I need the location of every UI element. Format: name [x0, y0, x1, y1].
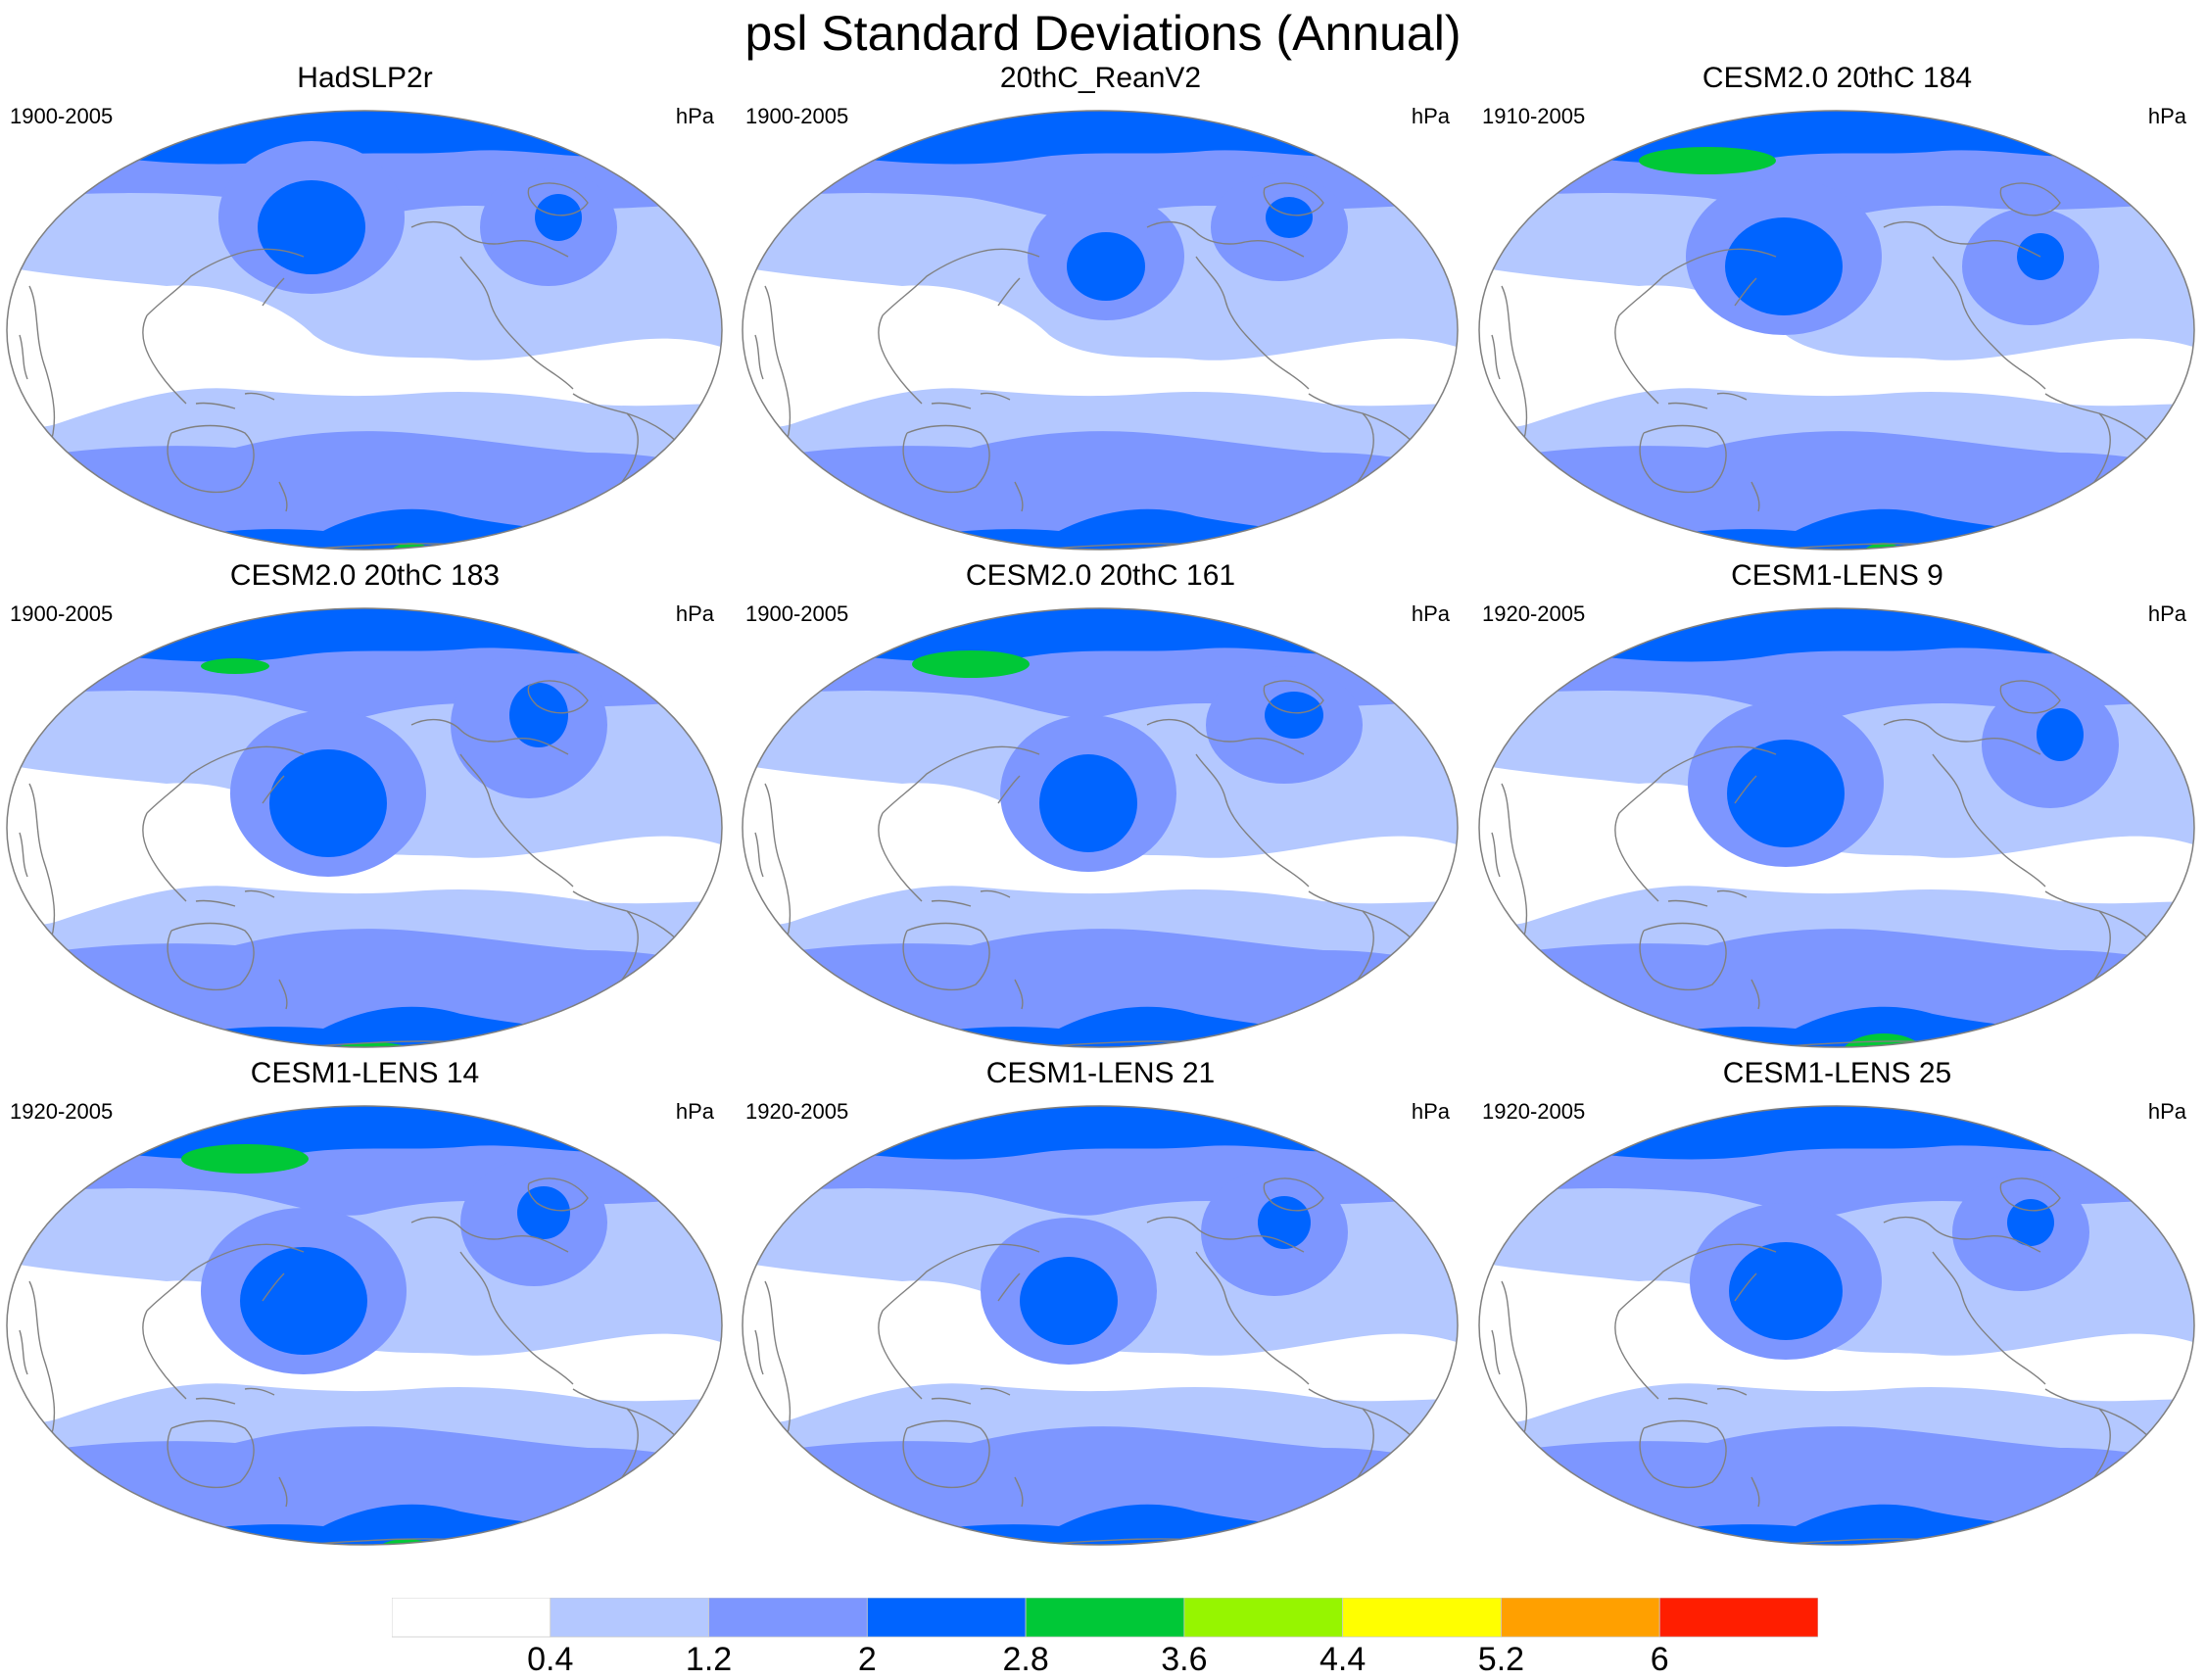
map-border	[742, 1105, 1459, 1546]
colorbar-box	[866, 1598, 1027, 1638]
map-border	[1478, 110, 2195, 551]
map-panel: CESM2.0 20thC 184 1910-2005 hPa	[1472, 61, 2202, 560]
colorbar-box	[1183, 1598, 1344, 1638]
colorbar-tick-label: 2	[857, 1641, 877, 1678]
panel-period: 1920-2005	[1482, 601, 1586, 626]
colorbar-box	[1658, 1598, 1818, 1638]
colorbar-tick-label: 1.2	[685, 1641, 733, 1678]
robinson-map	[6, 110, 723, 551]
robinson-map	[742, 1105, 1459, 1546]
robinson-map	[742, 607, 1459, 1048]
colorbar	[392, 1598, 1818, 1638]
colorbar-tick-label: 2.8	[1002, 1641, 1049, 1678]
colorbar-tick-label: 5.2	[1477, 1641, 1525, 1678]
map-border	[1478, 607, 2195, 1048]
panel-title: CESM2.0 20thC 184	[1702, 62, 1973, 94]
panel-period: 1920-2005	[1482, 1099, 1586, 1124]
colorbar-box	[1342, 1598, 1502, 1638]
colorbar-tick-label: 0.4	[527, 1641, 574, 1678]
panel-title: 20thC_ReanV2	[999, 62, 1202, 94]
panel-unit: hPa	[2147, 1099, 2186, 1124]
panel-title: CESM1-LENS 14	[250, 1057, 480, 1089]
robinson-map	[6, 1105, 723, 1546]
map-panel: CESM1-LENS 14 1920-2005 hPa	[0, 1056, 730, 1556]
colorbar-box	[1501, 1598, 1660, 1638]
panel-unit: hPa	[2147, 601, 2186, 626]
map-panel: CESM1-LENS 21 1920-2005 hPa	[736, 1056, 1465, 1556]
panel-title: CESM2.0 20thC 161	[965, 559, 1236, 592]
coastlines	[19, 680, 687, 1047]
panel-title: CESM1-LENS 21	[985, 1057, 1216, 1089]
panel-period: 1900-2005	[745, 601, 849, 626]
panel-period: 1900-2005	[10, 601, 114, 626]
colorbar-box	[550, 1598, 709, 1638]
panel-title: CESM2.0 20thC 183	[229, 559, 501, 592]
map-panel: 20thC_ReanV2 1900-2005 hPa	[736, 61, 1465, 560]
colorbar-box	[1025, 1598, 1185, 1638]
robinson-map	[1478, 1105, 2195, 1546]
panel-period: 1920-2005	[745, 1099, 849, 1124]
map-border	[6, 607, 723, 1048]
map-panel: HadSLP2r 1900-2005 hPa	[0, 61, 730, 560]
coastlines	[19, 182, 687, 550]
robinson-map	[6, 607, 723, 1048]
map-panel: CESM2.0 20thC 183 1900-2005 hPa	[0, 558, 730, 1058]
colorbar-tick-label: 3.6	[1161, 1641, 1208, 1678]
robinson-map	[1478, 607, 2195, 1048]
panel-unit: hPa	[675, 1099, 714, 1124]
map-border	[742, 110, 1459, 551]
map-border	[6, 1105, 723, 1546]
contour-fill	[7, 111, 722, 550]
coastlines	[1491, 680, 2159, 1047]
map-panel: CESM1-LENS 9 1920-2005 hPa	[1472, 558, 2202, 1058]
robinson-map	[742, 110, 1459, 551]
robinson-map	[1478, 110, 2195, 551]
figure-title: psl Standard Deviations (Annual)	[744, 6, 1462, 61]
colorbar-tick-label: 6	[1650, 1641, 1669, 1678]
colorbar-tick-label: 4.4	[1319, 1641, 1367, 1678]
colorbar-box	[392, 1598, 552, 1638]
panel-unit: hPa	[1411, 104, 1450, 128]
map-panel: CESM1-LENS 25 1920-2005 hPa	[1472, 1056, 2202, 1556]
panel-unit: hPa	[2147, 104, 2186, 128]
colorbar-box	[708, 1598, 868, 1638]
panel-unit: hPa	[675, 601, 714, 626]
panel-unit: hPa	[1411, 1099, 1450, 1124]
panel-title: CESM1-LENS 25	[1722, 1057, 1952, 1089]
map-border	[1478, 1105, 2195, 1546]
panel-title: HadSLP2r	[297, 62, 433, 94]
map-border	[6, 110, 723, 551]
panel-title: CESM1-LENS 9	[1731, 559, 1943, 592]
panel-period: 1920-2005	[10, 1099, 114, 1124]
panel-period: 1910-2005	[1482, 104, 1586, 128]
panel-period: 1900-2005	[745, 104, 849, 128]
panel-period: 1900-2005	[10, 104, 114, 128]
panel-unit: hPa	[1411, 601, 1450, 626]
map-panel: CESM2.0 20thC 161 1900-2005 hPa	[736, 558, 1465, 1058]
map-border	[742, 607, 1459, 1048]
panel-unit: hPa	[675, 104, 714, 128]
